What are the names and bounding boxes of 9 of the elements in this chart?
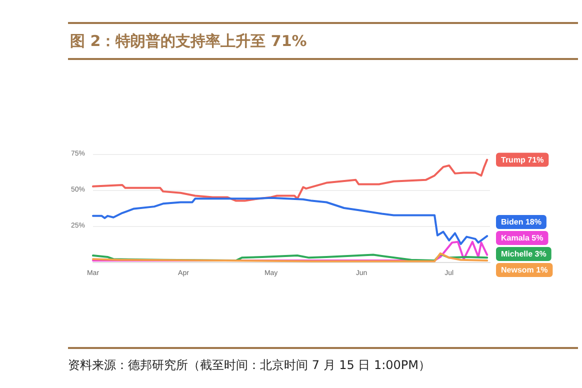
series-label: Michelle 3%	[501, 250, 546, 258]
text: Biden 18%	[501, 218, 542, 226]
text: 资料来源：德邦研究所（截至时间：北京时间 7 月 15 日 1:00PM）	[68, 357, 432, 374]
line-series	[92, 196, 488, 245]
line-series	[92, 158, 488, 202]
series-label: Trump 71%	[501, 155, 544, 164]
text: Kamala 5%	[501, 234, 544, 242]
series-label: Newsom 1%	[501, 266, 548, 274]
chart-title: 图 2：特朗普的支持率上升至 71%	[68, 24, 578, 58]
